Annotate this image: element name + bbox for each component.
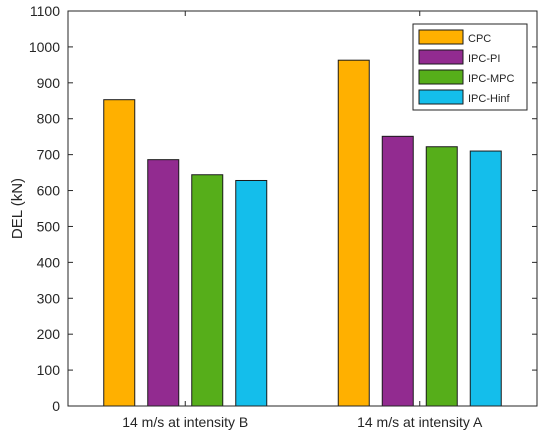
legend-swatch: [418, 89, 464, 105]
bar-ipc-mpc-1: [191, 174, 224, 407]
plot-frame: [67, 10, 538, 407]
x-tick-label: 14 m/s at intensity B: [122, 414, 248, 430]
y-tick-label: 900: [37, 75, 61, 91]
bar-cpc-1: [103, 99, 136, 407]
y-tick-label: 600: [37, 183, 61, 199]
bar-cpc-2: [337, 59, 370, 407]
x-axis: 14 m/s at intensity B 14 m/s at intensity…: [122, 11, 483, 430]
bar-ipc-hinf-1: [235, 179, 268, 407]
bar-ipc-pi-1: [147, 159, 180, 407]
bar-ipc-mpc-2: [425, 146, 458, 407]
y-tick-label: 800: [37, 111, 61, 127]
legend-label: IPC-Hinf: [468, 93, 511, 105]
legend-label: IPC-MPC: [468, 73, 515, 85]
legend-swatch: [418, 29, 464, 45]
bars-group: [103, 59, 502, 407]
y-tick-label: 300: [37, 290, 61, 306]
y-tick-label: 1000: [29, 39, 60, 55]
legend-swatch: [418, 49, 464, 65]
legend-label: CPC: [468, 33, 491, 45]
y-axis: 0 100 200 300 400 500 600 700 800 900 1000 1100: [29, 3, 537, 414]
legend-swatch: [418, 69, 464, 85]
y-axis-label: DEL (kN): [9, 178, 26, 239]
bar-ipc-hinf-2: [469, 150, 502, 407]
legend: CPC IPC-PI IPC-MPC IPC-Hinf: [412, 23, 528, 111]
x-tick-label: 14 m/s at intensity A: [357, 414, 483, 430]
y-tick-label: 700: [37, 147, 61, 163]
bar-ipc-pi-2: [381, 135, 414, 407]
y-tick-label: 100: [37, 362, 61, 378]
y-tick-label: 500: [37, 218, 61, 234]
y-tick-label: 0: [52, 398, 60, 414]
y-tick-label: 400: [37, 254, 61, 270]
y-tick-label: 1100: [30, 3, 60, 19]
y-tick-label: 200: [37, 326, 61, 342]
legend-label: IPC-PI: [468, 53, 500, 65]
